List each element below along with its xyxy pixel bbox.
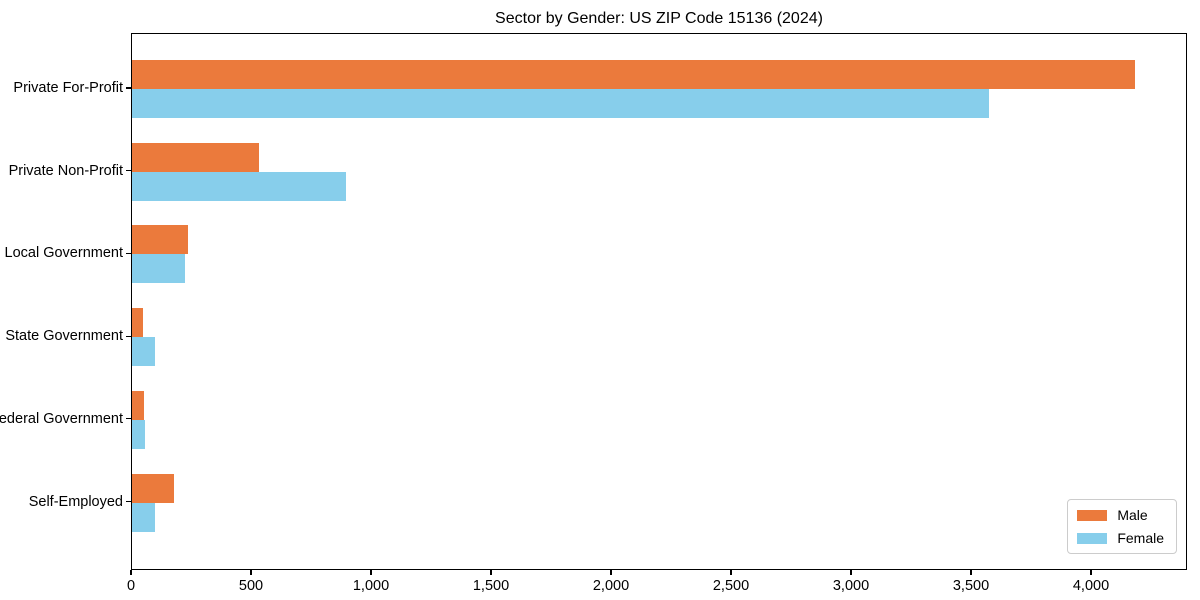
chart-title: Sector by Gender: US ZIP Code 15136 (202…: [495, 10, 823, 27]
legend-label-female: Female: [1117, 530, 1164, 546]
x-tick-2500: [730, 570, 732, 575]
bar-female-private-for-profit: [132, 89, 989, 118]
x-label-0: 0: [126, 578, 136, 594]
bar-male-federal-government: [132, 390, 144, 420]
bar-male-private-non-profit: [132, 142, 259, 172]
bar-female-state-government: [132, 337, 155, 367]
x-tick-1500: [490, 570, 492, 575]
y-label-private-non-profit: Private Non-Profit: [8, 162, 123, 179]
legend-swatch-male: [1077, 509, 1108, 521]
x-tick-2000: [610, 570, 612, 575]
y-tick-self-employed: [126, 500, 131, 503]
plot-area: Male Female: [131, 33, 1187, 570]
x-tick-3000: [850, 570, 852, 575]
x-label-1500: 1,500: [472, 578, 510, 594]
x-tick-500: [250, 570, 252, 575]
legend: Male Female: [1067, 499, 1177, 554]
x-tick-1000: [370, 570, 372, 575]
y-label-self-employed: Self-Employed: [28, 493, 123, 510]
x-label-1000: 1,000: [352, 578, 390, 594]
bar-male-self-employed: [132, 473, 174, 503]
x-tick-4000: [1090, 570, 1092, 575]
bar-female-self-employed: [132, 502, 155, 532]
x-label-500: 500: [238, 578, 264, 594]
bar-male-state-government: [132, 308, 143, 338]
bar-female-private-non-profit: [132, 171, 346, 201]
x-tick-0: [130, 570, 132, 575]
y-label-private-for-profit: Private For-Profit: [13, 80, 123, 96]
x-label-2000: 2,000: [592, 578, 630, 594]
y-tick-private-for-profit: [126, 87, 131, 89]
y-label-local-government: Local Government: [4, 245, 123, 262]
legend-swatch-female: [1077, 532, 1108, 544]
y-tick-local-government: [126, 252, 131, 254]
x-tick-3500: [970, 570, 972, 575]
x-label-2500: 2,500: [712, 578, 750, 594]
y-tick-private-non-profit: [126, 170, 131, 172]
bar-male-private-for-profit: [132, 60, 1135, 89]
x-label-3000: 3,000: [832, 578, 870, 594]
bar-male-local-government: [132, 225, 188, 255]
legend-label-male: Male: [1117, 507, 1148, 523]
y-tick-state-government: [126, 335, 131, 337]
legend-item-female: Female: [1077, 530, 1164, 546]
y-tick-federal-government: [126, 418, 131, 420]
y-label-federal-government: Federal Government: [0, 410, 123, 427]
legend-item-male: Male: [1077, 507, 1164, 523]
y-label-state-government: State Government: [5, 328, 123, 345]
x-label-3500: 3,500: [952, 578, 990, 594]
bar-female-local-government: [132, 254, 185, 284]
x-label-4000: 4,000: [1072, 578, 1110, 594]
bar-female-federal-government: [132, 419, 145, 449]
